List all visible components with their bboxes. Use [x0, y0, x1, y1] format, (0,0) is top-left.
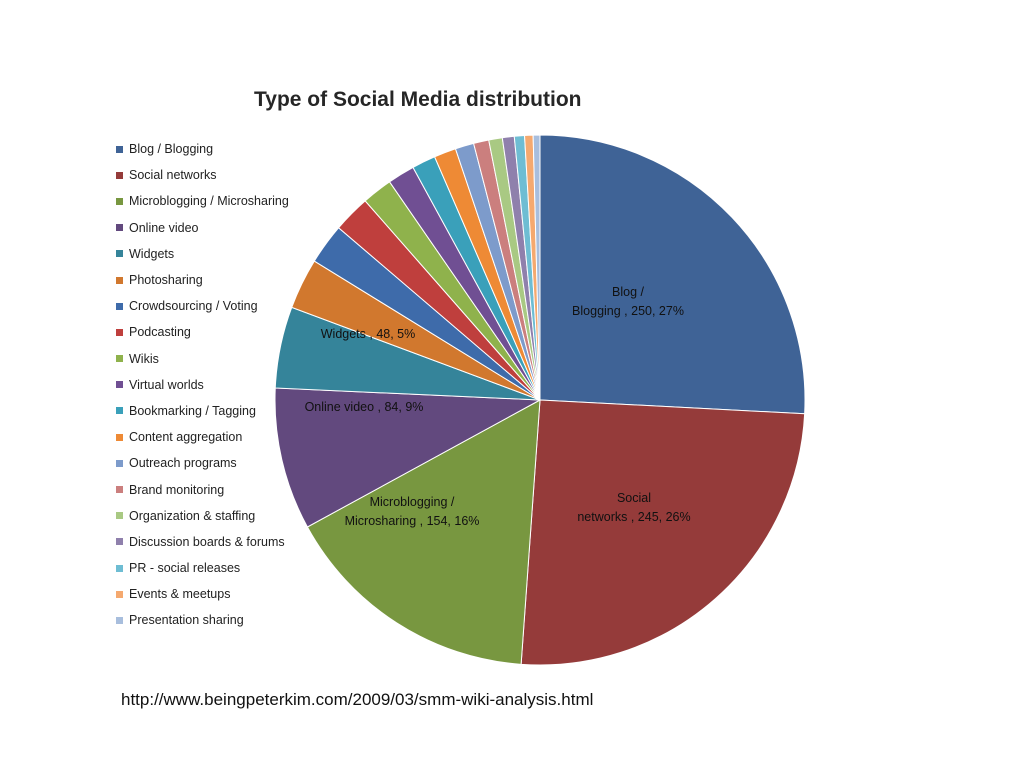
legend-item: Online video	[116, 215, 289, 241]
legend-item: Virtual worlds	[116, 372, 289, 398]
legend-item: Podcasting	[116, 319, 289, 345]
legend-swatch	[116, 381, 123, 389]
pie-chart: Blog / Blogging , 250, 27% Social networks …	[274, 134, 806, 666]
legend-label: Presentation sharing	[129, 613, 244, 628]
slice-label-3: Online video , 84, 9%	[305, 400, 424, 414]
legend-label: Bookmarking / Tagging	[129, 403, 256, 418]
slice-label-4: Widgets , 48, 5%	[321, 327, 416, 341]
legend-swatch	[116, 145, 123, 153]
legend-item: Widgets	[116, 241, 289, 267]
legend-label: Crowdsourcing / Voting	[129, 299, 258, 314]
legend-item: Social networks	[116, 162, 289, 188]
legend-item: Discussion boards & forums	[116, 529, 289, 555]
pie-slice-social-networks	[520, 399, 806, 666]
legend-swatch	[116, 250, 123, 258]
legend-label: Online video	[129, 220, 199, 235]
source-url-link[interactable]: http://www.beingpeterkim.com/2009/03/smm…	[121, 690, 594, 709]
pie-slice-presentation-sharing	[532, 134, 541, 401]
slice-label-2: Microblogging / Microsharing , 154, 16%	[345, 495, 480, 528]
legend-swatch	[116, 486, 123, 494]
legend-item: Bookmarking / Tagging	[116, 398, 289, 424]
legend-label: Discussion boards & forums	[129, 534, 285, 549]
legend-swatch	[116, 616, 123, 624]
legend-swatch	[116, 590, 123, 598]
legend-swatch	[116, 302, 123, 310]
legend-label: Wikis	[129, 351, 159, 366]
legend-label: Photosharing	[129, 273, 203, 288]
legend-label: Events & meetups	[129, 587, 231, 602]
legend-item: Brand monitoring	[116, 476, 289, 502]
legend-label: Social networks	[129, 168, 217, 183]
legend-label: Content aggregation	[129, 430, 243, 445]
legend-swatch	[116, 171, 123, 179]
legend-swatch	[116, 197, 123, 205]
legend-item: Organization & staffing	[116, 503, 289, 529]
legend-item: Wikis	[116, 346, 289, 372]
pie-slice-online-video	[274, 387, 542, 528]
legend-swatch	[116, 433, 123, 441]
chart-legend: Blog / Blogging Social networks Microblogg…	[116, 136, 289, 634]
chart-title: Type of Social Media distribution	[254, 88, 582, 111]
legend-swatch	[116, 538, 123, 546]
legend-item: Content aggregation	[116, 424, 289, 450]
legend-item: Crowdsourcing / Voting	[116, 293, 289, 319]
slice-label-0: Blog / Blogging , 250, 27%	[572, 285, 684, 318]
legend-swatch	[116, 224, 123, 232]
legend-swatch	[116, 564, 123, 572]
legend-swatch	[116, 407, 123, 415]
slice-label-1: Social networks , 245, 26%	[577, 491, 690, 524]
legend-item: PR - social releases	[116, 555, 289, 581]
legend-label: Brand monitoring	[129, 482, 225, 497]
legend-label: Microblogging / Microsharing	[129, 194, 289, 209]
legend-label: Widgets	[129, 246, 175, 261]
legend-label: Organization & staffing	[129, 508, 256, 523]
legend-item: Blog / Blogging	[116, 136, 289, 162]
legend-swatch	[116, 512, 123, 520]
legend-swatch	[116, 459, 123, 467]
legend-swatch	[116, 276, 123, 284]
legend-item: Presentation sharing	[116, 607, 289, 633]
pie-slice-microblogging-microsharing	[306, 399, 541, 665]
legend-swatch	[116, 328, 123, 336]
legend-item: Photosharing	[116, 267, 289, 293]
legend-item: Outreach programs	[116, 450, 289, 476]
legend-item: Events & meetups	[116, 581, 289, 607]
chart-figure: Blog / Blogging , 250, 27% Social networks …	[100, 78, 820, 678]
pie-slice-blog-blogging	[539, 134, 806, 415]
legend-label: Blog / Blogging	[129, 142, 214, 157]
legend-label: Outreach programs	[129, 456, 237, 471]
legend-label: Virtual worlds	[129, 377, 204, 392]
legend-swatch	[116, 355, 123, 363]
legend-item: Microblogging / Microsharing	[116, 188, 289, 214]
legend-label: Podcasting	[129, 325, 191, 340]
legend-label: PR - social releases	[129, 561, 241, 576]
